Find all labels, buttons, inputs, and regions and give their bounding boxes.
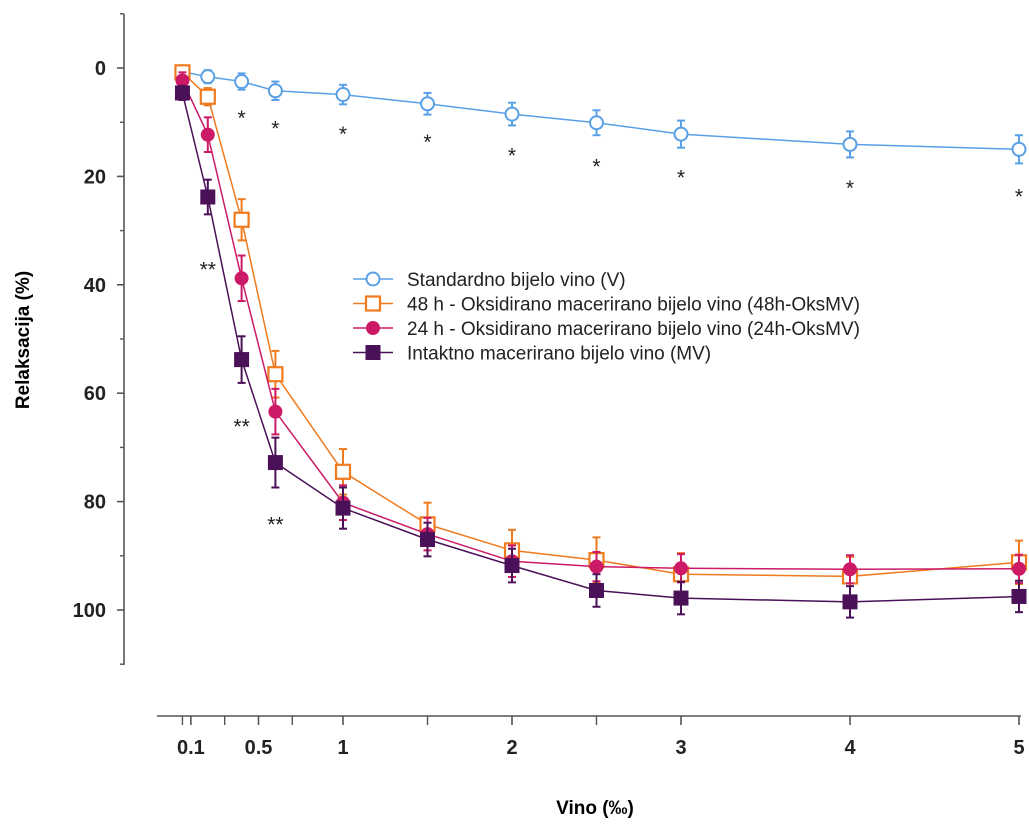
significance-marker: ** — [200, 259, 216, 282]
data-point — [589, 115, 604, 131]
data-point — [233, 211, 250, 228]
significance-marker: * — [846, 177, 854, 200]
data-point — [335, 87, 351, 103]
x-tick-label: 0.1 — [177, 737, 205, 759]
data-point — [200, 127, 215, 142]
legend-entry: 24 h - Oksidirano macerirano bijelo vino… — [353, 319, 860, 340]
data-point — [674, 561, 688, 576]
y-tick-label: 60 — [84, 383, 106, 405]
legend-label: Intaktno macerirano bijelo vino (MV) — [407, 344, 711, 365]
data-point — [335, 500, 351, 516]
significance-marker: * — [592, 156, 600, 179]
data-point — [420, 532, 435, 548]
data-point — [234, 271, 249, 286]
significance-marker: * — [271, 118, 279, 141]
legend-marker — [364, 295, 382, 312]
legend-label: Standardno bijelo vino (V) — [407, 270, 626, 291]
data-point — [673, 590, 689, 606]
y-tick-label: 0 — [95, 58, 106, 80]
legend-marker — [365, 271, 381, 287]
data-point — [267, 455, 283, 471]
data-point — [199, 88, 216, 105]
significance-marker: * — [339, 123, 347, 146]
significance-marker: * — [1015, 185, 1023, 208]
significance-marker: ** — [267, 513, 283, 536]
significance-annotations: * * * ** * * * ******* — [200, 107, 1023, 537]
y-tick-label: 80 — [84, 492, 106, 514]
legend-marker — [366, 321, 380, 335]
x-tick-label: 2 — [506, 737, 517, 759]
data-point — [1012, 561, 1026, 576]
y-tick-label: 100 — [73, 600, 106, 622]
y-axis-title: Relaksacija (%) — [13, 271, 34, 409]
legend-label: 48 h - Oksidirano macerirano bijelo vino… — [407, 295, 860, 316]
data-point — [334, 463, 352, 480]
series-layer — [174, 64, 1028, 619]
data-point — [234, 352, 250, 368]
legend-entry: 48 h - Oksidirano macerirano bijelo vino… — [353, 295, 860, 316]
data-point — [268, 404, 283, 419]
series-line — [182, 71, 1020, 151]
y-tick-label: 20 — [84, 166, 106, 188]
legend-marker — [365, 345, 381, 360]
data-point — [1011, 141, 1027, 157]
data-point — [174, 85, 190, 101]
data-point — [842, 136, 858, 152]
legend: Standardno bijelo vino (V) 48 h - Oksidir… — [353, 270, 860, 365]
data-point — [200, 69, 216, 85]
data-point — [267, 366, 284, 383]
significance-marker: * — [423, 131, 431, 154]
series-group — [174, 84, 1027, 619]
legend-entry: Standardno bijelo vino (V) — [353, 270, 626, 291]
data-point — [200, 189, 216, 205]
x-tick-label: 5 — [1013, 737, 1024, 759]
data-point — [504, 106, 520, 122]
data-point — [420, 96, 435, 112]
x-tick-label: 4 — [844, 737, 856, 759]
data-point — [589, 559, 604, 574]
data-point — [504, 558, 520, 574]
x-tick-label: 0.5 — [245, 737, 273, 759]
legend-entry: Intaktno macerirano bijelo vino (MV) — [353, 344, 711, 365]
data-point — [842, 594, 858, 610]
significance-marker: * — [677, 166, 685, 189]
data-point — [1011, 588, 1027, 604]
significance-marker: * — [238, 107, 246, 130]
legend-label: 24 h - Oksidirano macerirano bijelo vino… — [407, 319, 860, 340]
y-tick-label: 40 — [84, 275, 106, 297]
x-tick-label: 1 — [337, 737, 348, 759]
axes: 0 20 40 60 80 100 0.1 0.5 1 2 3 4 5 — [73, 13, 1025, 759]
data-point — [843, 562, 857, 577]
significance-marker: ** — [233, 416, 249, 439]
x-axis-title: Vino (‰) — [556, 798, 634, 819]
data-point — [673, 126, 689, 142]
data-point — [267, 83, 283, 99]
x-tick-label: 3 — [675, 737, 686, 759]
series-group — [174, 64, 1027, 165]
data-point — [589, 582, 604, 598]
data-point — [234, 74, 250, 90]
significance-marker: * — [508, 145, 516, 168]
